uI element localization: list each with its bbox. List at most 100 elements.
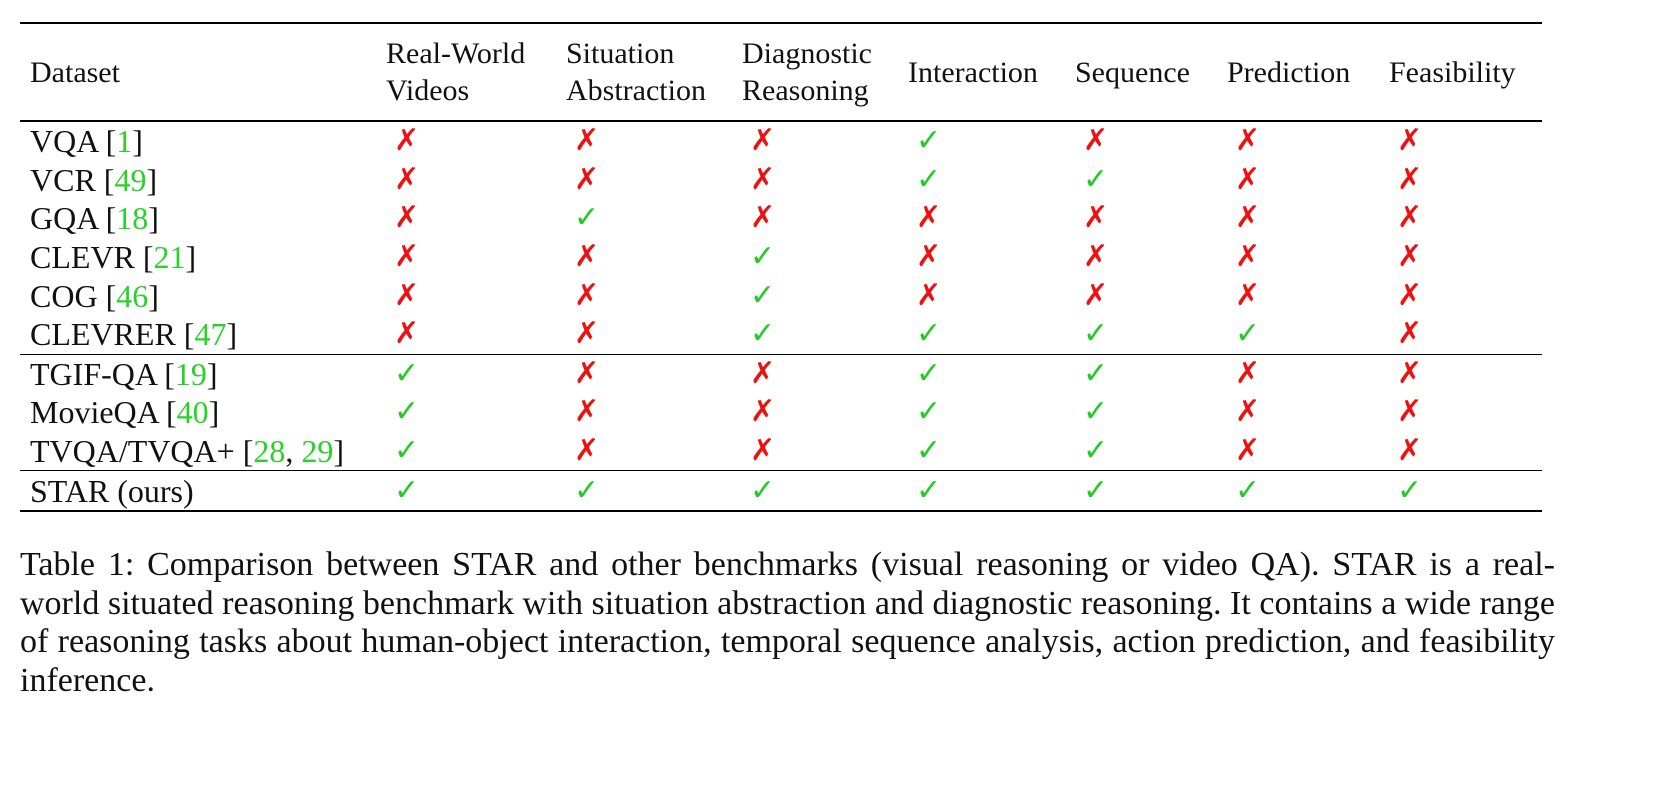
cross-mark-icon: ✗ bbox=[574, 356, 600, 390]
check-mark-icon: ✓ bbox=[1235, 473, 1261, 507]
cross-mark-icon: ✗ bbox=[574, 162, 600, 196]
citation-link[interactable]: 19 bbox=[174, 355, 207, 392]
dataset-name-cell: VQA [1] bbox=[30, 123, 143, 160]
check-mark-icon: ✓ bbox=[916, 356, 942, 390]
table-row: TGIF-QA [19] ✓ ✗ ✗ ✓ ✓ ✗ ✗ bbox=[20, 354, 1542, 393]
cross-mark-icon: ✗ bbox=[1235, 278, 1261, 312]
cross-mark-icon: ✗ bbox=[1397, 356, 1423, 390]
check-mark-icon: ✓ bbox=[394, 434, 420, 468]
check-mark-icon: ✓ bbox=[916, 124, 942, 158]
dataset-name-cell: STAR (ours) bbox=[20, 471, 376, 511]
table-caption: Table 1: Comparison between STAR and oth… bbox=[20, 546, 1555, 699]
cross-mark-icon: ✗ bbox=[574, 395, 600, 429]
check-mark-icon: ✓ bbox=[750, 278, 776, 312]
cross-mark-icon: ✗ bbox=[916, 240, 942, 274]
header-sequence: Sequence bbox=[1075, 55, 1190, 89]
header-row: Dataset Real-World Videos Situation Abstra… bbox=[20, 23, 1542, 121]
check-mark-icon: ✓ bbox=[1083, 317, 1109, 351]
citation-link[interactable]: 46 bbox=[116, 277, 149, 314]
dataset-name-cell: TGIF-QA [19] bbox=[30, 355, 218, 392]
dataset-name-cell: COG [46] bbox=[30, 277, 159, 314]
citation-link[interactable]: 29 bbox=[301, 433, 334, 470]
check-mark-icon: ✓ bbox=[394, 356, 420, 390]
dataset-name: GQA bbox=[30, 200, 98, 237]
dataset-name: MovieQA bbox=[30, 394, 158, 431]
cross-mark-icon: ✗ bbox=[750, 201, 776, 235]
table-row: MovieQA [40] ✓ ✗ ✗ ✓ ✓ ✗ ✗ bbox=[20, 393, 1542, 432]
cross-mark-icon: ✗ bbox=[750, 124, 776, 158]
cross-mark-icon: ✗ bbox=[750, 434, 776, 468]
check-mark-icon: ✓ bbox=[750, 240, 776, 274]
cross-mark-icon: ✗ bbox=[1397, 317, 1423, 351]
dataset-name: TGIF-QA bbox=[30, 355, 157, 392]
table-row: TVQA/TVQA+ [28, 29] ✓ ✗ ✗ ✓ ✓ ✗ ✗ bbox=[20, 432, 1542, 471]
cross-mark-icon: ✗ bbox=[916, 278, 942, 312]
cross-mark-icon: ✗ bbox=[394, 201, 420, 235]
citation-link[interactable]: 18 bbox=[116, 200, 149, 237]
cross-mark-icon: ✗ bbox=[574, 317, 600, 351]
dataset-name-cell: VCR [49] bbox=[30, 161, 158, 198]
cross-mark-icon: ✗ bbox=[394, 124, 420, 158]
cross-mark-icon: ✗ bbox=[750, 356, 776, 390]
dataset-name: CLEVRER bbox=[30, 316, 176, 353]
check-mark-icon: ✓ bbox=[1235, 317, 1261, 351]
cross-mark-icon: ✗ bbox=[394, 317, 420, 351]
dataset-name-cell: CLEVR [21] bbox=[30, 239, 197, 276]
cross-mark-icon: ✗ bbox=[1083, 278, 1109, 312]
check-mark-icon: ✓ bbox=[750, 317, 776, 351]
citation-link[interactable]: 47 bbox=[194, 316, 227, 353]
table-row: COG [46] ✗ ✗ ✓ ✗ ✗ ✗ ✗ bbox=[20, 276, 1542, 315]
cross-mark-icon: ✗ bbox=[1397, 201, 1423, 235]
citation-link[interactable]: 1 bbox=[116, 123, 133, 160]
header-situation-abstraction: Situation Abstraction bbox=[566, 37, 706, 107]
dataset-name: TVQA/TVQA+ bbox=[30, 433, 235, 470]
check-mark-icon: ✓ bbox=[916, 317, 942, 351]
cross-mark-icon: ✗ bbox=[1083, 201, 1109, 235]
table-row: CLEVR [21] ✗ ✗ ✓ ✗ ✗ ✗ ✗ bbox=[20, 238, 1542, 277]
cross-mark-icon: ✗ bbox=[1083, 124, 1109, 158]
cross-mark-icon: ✗ bbox=[916, 201, 942, 235]
check-mark-icon: ✓ bbox=[916, 434, 942, 468]
dataset-name-cell: CLEVRER [47] bbox=[30, 316, 238, 353]
check-mark-icon: ✓ bbox=[574, 201, 600, 235]
table-row: GQA [18] ✗ ✓ ✗ ✗ ✗ ✗ ✗ bbox=[20, 199, 1542, 238]
dataset-name-cell: MovieQA [40] bbox=[30, 394, 220, 431]
table-row: CLEVRER [47] ✗ ✗ ✓ ✓ ✓ ✓ ✗ bbox=[20, 315, 1542, 354]
cross-mark-icon: ✗ bbox=[1235, 201, 1261, 235]
check-mark-icon: ✓ bbox=[1083, 395, 1109, 429]
check-mark-icon: ✓ bbox=[394, 395, 420, 429]
header-interaction: Interaction bbox=[908, 55, 1038, 89]
cross-mark-icon: ✗ bbox=[1397, 434, 1423, 468]
citation-link[interactable]: 21 bbox=[153, 239, 186, 276]
header-real-world-videos: Real-World Videos bbox=[386, 37, 526, 107]
cross-mark-icon: ✗ bbox=[1397, 278, 1423, 312]
dataset-name: CLEVR bbox=[30, 239, 135, 276]
dataset-name: VQA bbox=[30, 123, 98, 160]
citation-link[interactable]: 40 bbox=[176, 394, 209, 431]
check-mark-icon: ✓ bbox=[916, 162, 942, 196]
header-dataset: Dataset bbox=[30, 55, 120, 89]
dataset-name-cell: TVQA/TVQA+ [28, 29] bbox=[30, 433, 344, 470]
check-mark-icon: ✓ bbox=[1083, 356, 1109, 390]
comparison-table: Dataset Real-World Videos Situation Abstra… bbox=[20, 22, 1542, 512]
cross-mark-icon: ✗ bbox=[394, 162, 420, 196]
header-feasibility: Feasibility bbox=[1389, 55, 1516, 89]
dataset-name: VCR bbox=[30, 161, 96, 198]
table-row: VCR [49] ✗ ✗ ✗ ✓ ✓ ✗ ✗ bbox=[20, 161, 1542, 200]
cross-mark-icon: ✗ bbox=[574, 278, 600, 312]
citation-link[interactable]: 28 bbox=[253, 433, 286, 470]
table-body: VQA [1] ✗ ✗ ✗ ✓ ✗ ✗ ✗ VCR [49] ✗ ✗ ✗ ✓ ✓ ✗ ✗ GQA [18] ✗ ✓ ✗… bbox=[20, 121, 1542, 511]
check-mark-icon: ✓ bbox=[916, 473, 942, 507]
header-prediction: Prediction bbox=[1227, 55, 1351, 89]
cross-mark-icon: ✗ bbox=[750, 162, 776, 196]
citation-link[interactable]: 49 bbox=[114, 161, 147, 198]
cross-mark-icon: ✗ bbox=[1397, 162, 1423, 196]
cross-mark-icon: ✗ bbox=[574, 240, 600, 274]
cross-mark-icon: ✗ bbox=[1235, 434, 1261, 468]
check-mark-icon: ✓ bbox=[1083, 473, 1109, 507]
cross-mark-icon: ✗ bbox=[1235, 162, 1261, 196]
cross-mark-icon: ✗ bbox=[1235, 124, 1261, 158]
check-mark-icon: ✓ bbox=[750, 473, 776, 507]
check-mark-icon: ✓ bbox=[574, 473, 600, 507]
table-row: STAR (ours) ✓ ✓ ✓ ✓ ✓ ✓ ✓ bbox=[20, 470, 1542, 511]
